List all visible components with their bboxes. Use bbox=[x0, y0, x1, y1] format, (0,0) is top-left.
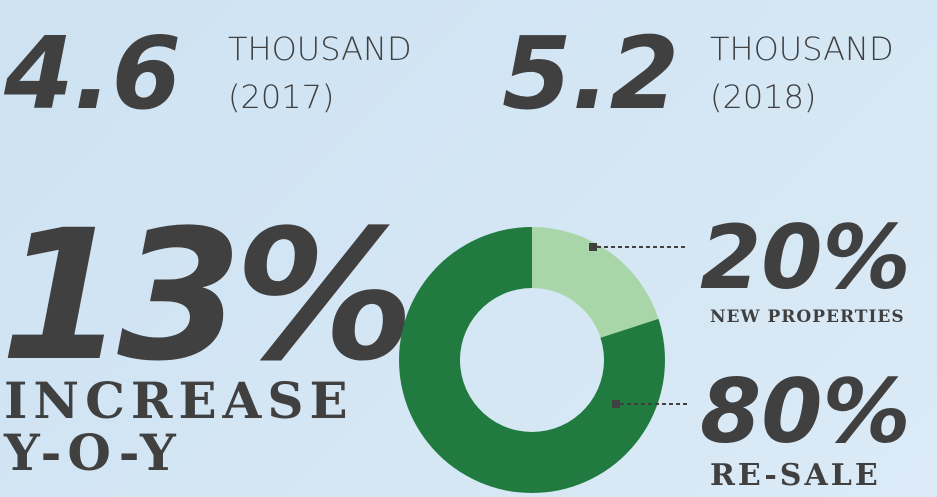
slice bbox=[399, 227, 666, 494]
stat-value: 5.2 bbox=[502, 15, 679, 132]
stat-year: (2018) bbox=[710, 78, 816, 116]
slice bbox=[532, 227, 659, 338]
leader-dot bbox=[612, 400, 620, 408]
stat-unit: THOUSAND bbox=[228, 30, 412, 68]
leader-dot bbox=[589, 243, 597, 251]
growth-value: 13% bbox=[0, 192, 407, 401]
growth-label: INCREASE bbox=[4, 371, 354, 430]
leaders bbox=[589, 243, 690, 408]
slice-value: 20% bbox=[700, 206, 911, 309]
stat-year: (2017) bbox=[228, 78, 334, 116]
slice-label: RE-SALE bbox=[710, 458, 881, 493]
stat-value: 4.6 bbox=[3, 15, 181, 132]
stat-unit: THOUSAND bbox=[710, 30, 894, 68]
slice-label: NEW PROPERTIES bbox=[710, 307, 905, 327]
growth-label: Y-O-Y bbox=[3, 423, 182, 482]
slice-value: 80% bbox=[700, 360, 911, 463]
